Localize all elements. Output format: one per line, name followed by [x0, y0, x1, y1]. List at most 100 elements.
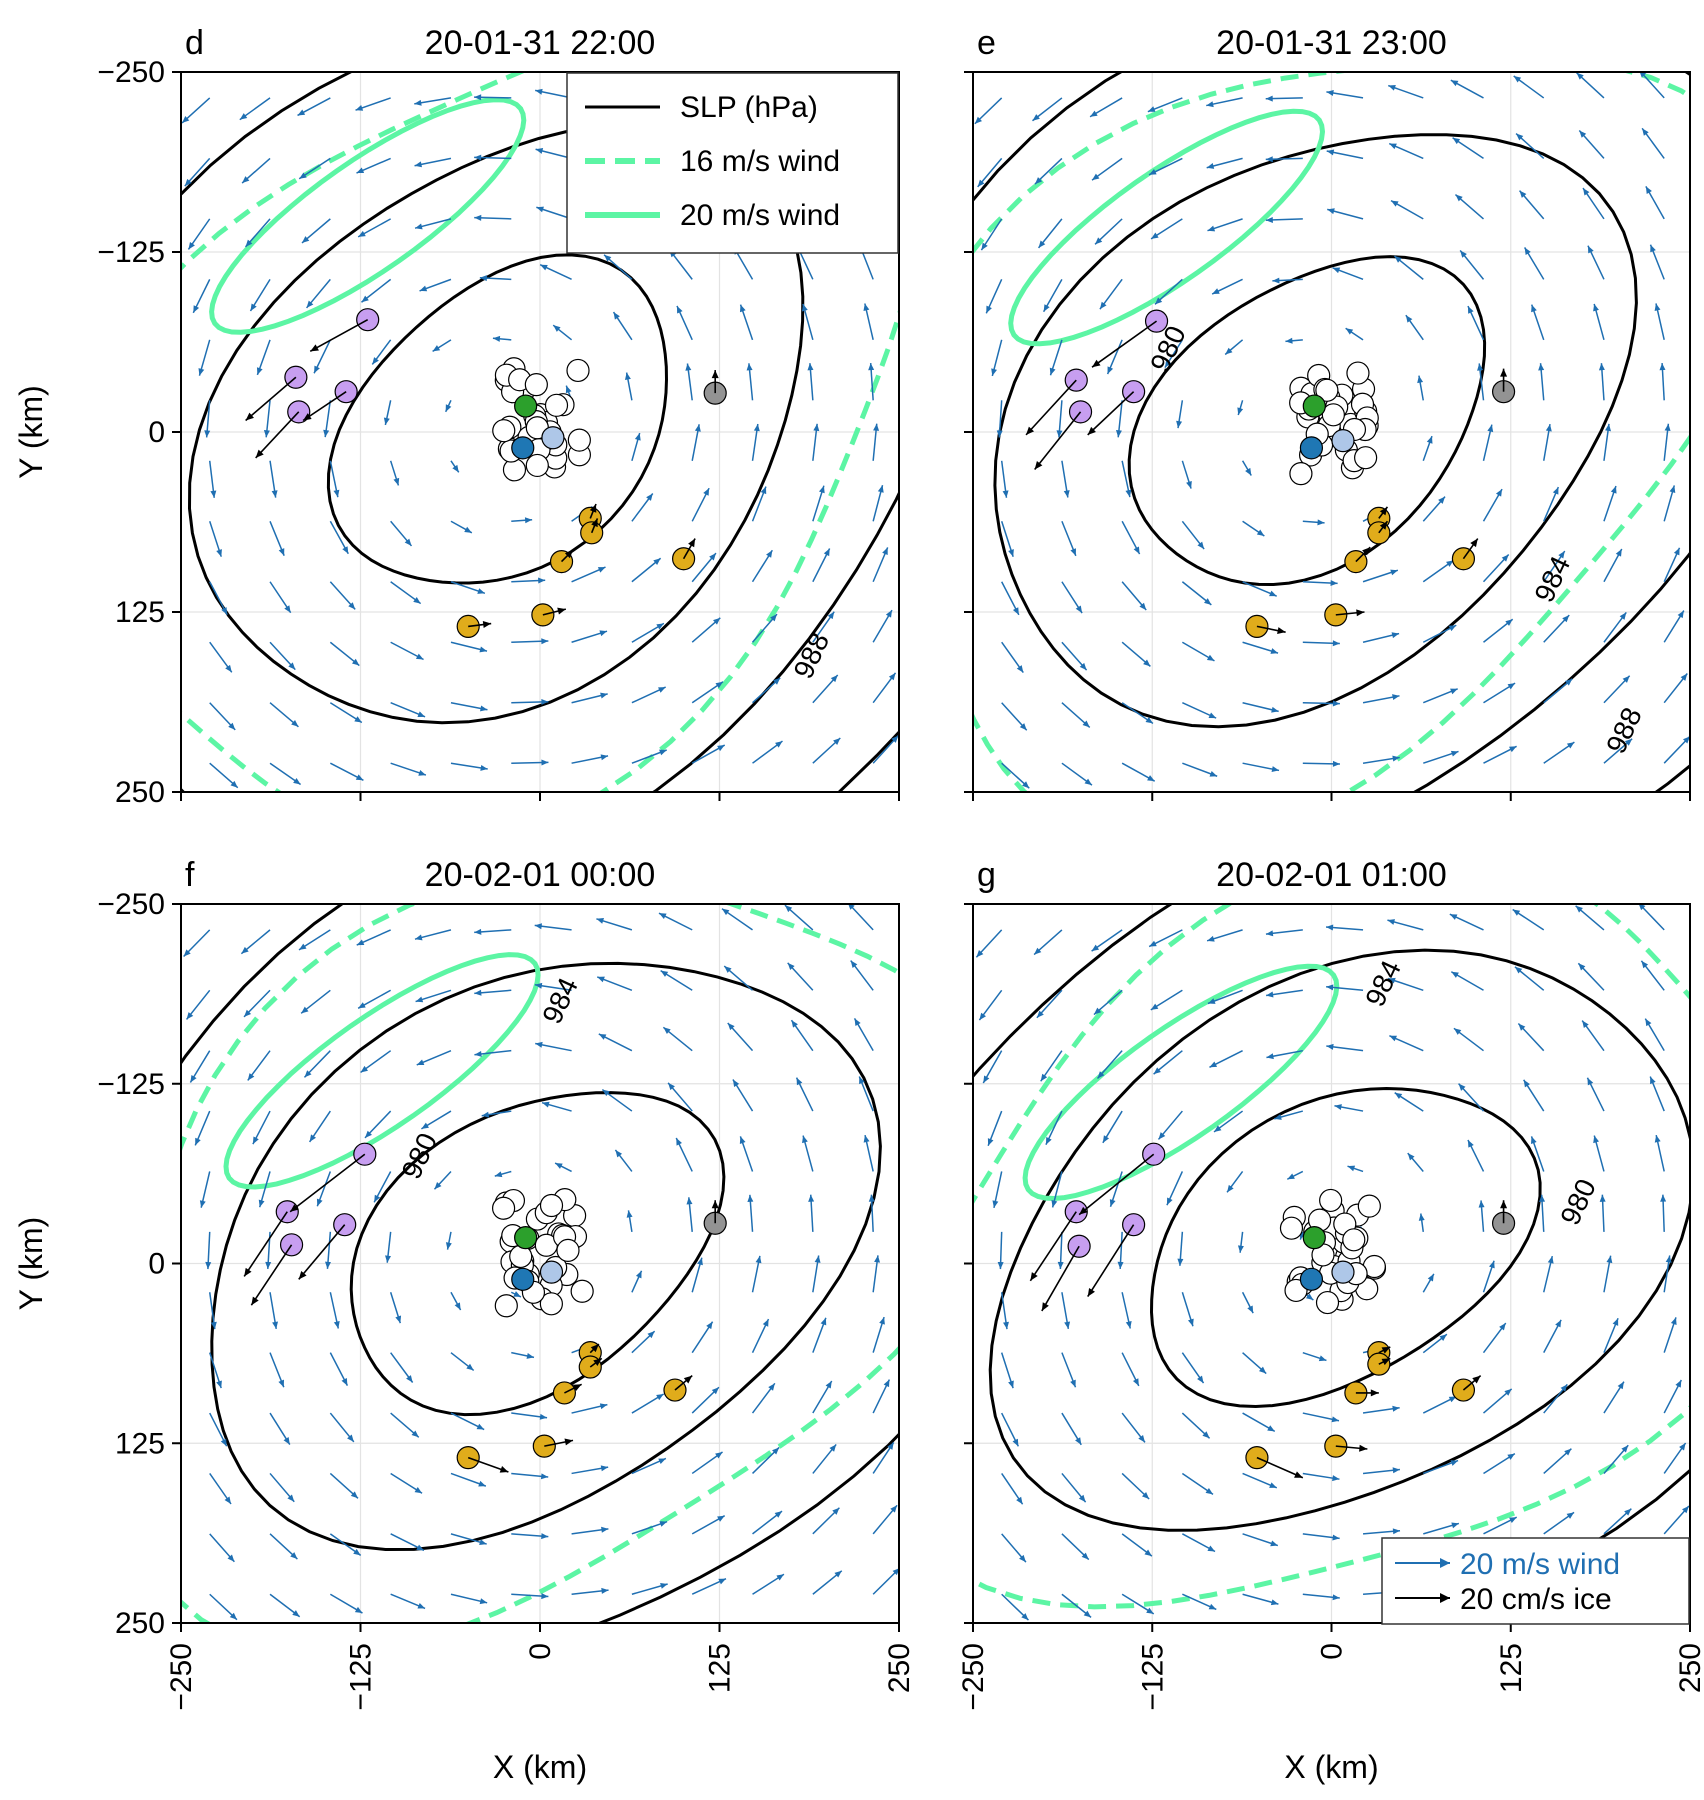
wind-vector-head: [1587, 245, 1594, 254]
wind-vector-head: [1450, 750, 1459, 757]
wind-vector-head: [1617, 1381, 1624, 1390]
wind-vector-head: [283, 1437, 290, 1445]
wind-vector-head: [325, 1261, 331, 1269]
wind-vector-head: [225, 664, 232, 673]
wind-vector-head: [979, 1012, 986, 1021]
wind-vector-head: [766, 550, 773, 558]
ice-vector: [302, 391, 347, 422]
wind-vector-head: [659, 749, 667, 756]
wind-vector-head: [772, 1447, 780, 1455]
wind-vector-head: [1265, 930, 1274, 937]
ice-vector-head: [1079, 1206, 1088, 1215]
wind-vector-head: [1455, 194, 1463, 202]
wind-vector-head: [414, 934, 423, 941]
wind-vector-head: [1673, 547, 1680, 556]
wind-vector-head: [1504, 1388, 1512, 1396]
wind-vector-head: [1326, 90, 1334, 96]
wind-vector-head: [1488, 1260, 1495, 1269]
wind-vector-head: [1158, 1132, 1166, 1140]
ice-vector-head: [1277, 627, 1286, 635]
wind-vector-head: [1682, 736, 1690, 744]
wind-vector-head: [1267, 1425, 1275, 1432]
wind-vector-head: [1070, 548, 1076, 556]
slp-contour-label: 984: [1528, 551, 1576, 606]
wind-vector-head: [360, 1065, 369, 1073]
wind-vector-head: [1560, 1384, 1568, 1392]
wind-vector-head: [1582, 1020, 1589, 1028]
wind-vector-head: [182, 116, 190, 123]
wind-vector-head: [1509, 1517, 1517, 1524]
wind-vector-head: [996, 430, 1003, 438]
wind-vector-head: [1426, 436, 1433, 444]
slp-contour-label: 980: [1554, 1174, 1602, 1229]
wind-vector-head: [658, 913, 667, 919]
wind-vector-head: [479, 1598, 488, 1605]
buoy-marker-blue: [511, 436, 535, 460]
slp-contour: [622, 644, 1704, 1800]
wind-vector-head: [417, 1602, 426, 1609]
wind-vector-head: [1449, 914, 1458, 920]
wind-vector-head: [291, 719, 299, 727]
wind-vector-head: [1225, 347, 1233, 355]
wind-vector-head: [1624, 1508, 1632, 1516]
wind-vector-head: [879, 1317, 885, 1325]
ice-vector-head: [1026, 426, 1035, 435]
wind-vector-head: [411, 1430, 419, 1438]
wind-vector-head: [596, 918, 604, 924]
buoy-marker-white: [539, 1193, 564, 1218]
wind-vector-head: [1405, 315, 1413, 323]
wind-vector-head: [1682, 1506, 1689, 1514]
wind-vector-head: [1146, 1607, 1154, 1614]
wind-vector-head: [356, 939, 365, 946]
wind-vector-head: [228, 722, 236, 730]
wind-vector-head: [1176, 420, 1183, 429]
wind-vector-head: [1453, 1028, 1462, 1035]
wind-vector-head: [787, 962, 795, 971]
wind-vector-head: [244, 1009, 252, 1017]
ice-vector-head: [298, 1270, 307, 1280]
buoy-marker-green: [514, 394, 538, 418]
wind-vector-head: [1598, 363, 1605, 371]
wind-vector-head: [224, 1496, 232, 1504]
wind-vector-head: [1305, 1293, 1314, 1301]
x-tick-label: 125: [1495, 1643, 1528, 1693]
ice-buoys: [245, 308, 727, 639]
wind-vector-head: [227, 1554, 235, 1562]
wind-vector-head: [615, 1149, 623, 1158]
wind-vector-head: [883, 1379, 890, 1388]
wind-vector-head: [1115, 429, 1122, 438]
wind-vector-head: [239, 113, 248, 120]
wind-vector-head: [825, 1380, 832, 1389]
wind-vector-head: [314, 365, 320, 374]
wind-vector-head: [1207, 225, 1216, 232]
wind-vector-head: [1427, 1273, 1434, 1282]
wind-vector-head: [416, 1544, 424, 1551]
slp-contour-label: 988: [787, 628, 835, 683]
wind-vector-head: [1650, 1076, 1656, 1085]
wind-vector-head: [374, 1194, 381, 1203]
wind-vector-head: [565, 385, 572, 394]
wind-vector-head: [1207, 998, 1216, 1004]
wind-vector-head: [445, 404, 452, 412]
wind-vector-head: [1150, 1003, 1159, 1010]
wind-vector-head: [1390, 569, 1398, 576]
wind-vector-head: [1016, 665, 1024, 673]
wind-vector-head: [1552, 487, 1559, 495]
y-axis-label: Y (km): [13, 385, 49, 479]
wind-vector-head: [524, 517, 533, 524]
wind-vector-head: [597, 976, 605, 983]
y-tick-label: 0: [148, 416, 165, 449]
wind-vector-head: [802, 1135, 808, 1144]
ice-vector-head: [1370, 1389, 1379, 1397]
wind-vector-head: [1332, 267, 1341, 274]
wind-vector-head: [1206, 654, 1215, 661]
wind-vector-head: [1605, 423, 1612, 432]
wind-vector-head: [541, 638, 549, 645]
panel-title: 20-01-31 23:00: [1216, 24, 1447, 62]
wind-vector-head: [1083, 1610, 1092, 1618]
wind-vector-head: [1057, 1261, 1064, 1270]
wind-vector-head: [1090, 110, 1098, 117]
wind-vector-head: [1326, 149, 1335, 156]
wind-vector-head: [660, 970, 669, 977]
